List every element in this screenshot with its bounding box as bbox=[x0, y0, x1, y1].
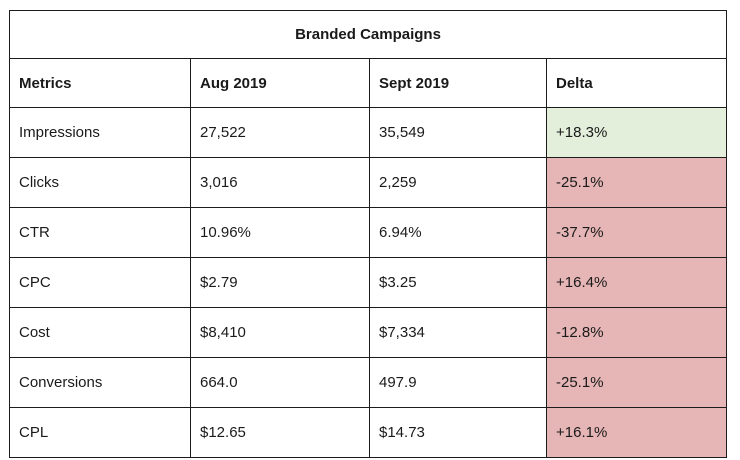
delta-cell: +18.3% bbox=[546, 107, 727, 158]
sept-value-cell: 2,259 bbox=[369, 157, 547, 208]
table-row: Clicks 3,016 2,259 -25.1% bbox=[9, 157, 727, 208]
sept-value-cell: $14.73 bbox=[369, 407, 547, 458]
delta-cell: +16.4% bbox=[546, 257, 727, 308]
sept-value-cell: $3.25 bbox=[369, 257, 547, 308]
title-row: Branded Campaigns bbox=[9, 10, 727, 59]
header-row: Metrics Aug 2019 Sept 2019 Delta bbox=[9, 58, 727, 108]
header-aug-2019: Aug 2019 bbox=[190, 58, 370, 108]
aug-value-cell: $12.65 bbox=[190, 407, 370, 458]
header-delta: Delta bbox=[546, 58, 727, 108]
table-row: Impressions 27,522 35,549 +18.3% bbox=[9, 107, 727, 158]
metric-cell: CTR bbox=[9, 207, 191, 258]
delta-cell: -12.8% bbox=[546, 307, 727, 358]
table-row: CPC $2.79 $3.25 +16.4% bbox=[9, 257, 727, 308]
table-row: CPL $12.65 $14.73 +16.1% bbox=[9, 407, 727, 458]
header-metrics: Metrics bbox=[9, 58, 191, 108]
table-title: Branded Campaigns bbox=[9, 10, 727, 59]
aug-value-cell: $2.79 bbox=[190, 257, 370, 308]
metric-cell: CPL bbox=[9, 407, 191, 458]
metric-cell: Conversions bbox=[9, 357, 191, 408]
delta-cell: +16.1% bbox=[546, 407, 727, 458]
aug-value-cell: 10.96% bbox=[190, 207, 370, 258]
metric-cell: CPC bbox=[9, 257, 191, 308]
aug-value-cell: $8,410 bbox=[190, 307, 370, 358]
sept-value-cell: $7,334 bbox=[369, 307, 547, 358]
table-row: Conversions 664.0 497.9 -25.1% bbox=[9, 357, 727, 408]
metric-cell: Clicks bbox=[9, 157, 191, 208]
delta-cell: -37.7% bbox=[546, 207, 727, 258]
sept-value-cell: 497.9 bbox=[369, 357, 547, 408]
branded-campaigns-table: Branded Campaigns Metrics Aug 2019 Sept … bbox=[9, 10, 727, 458]
table-row: Cost $8,410 $7,334 -12.8% bbox=[9, 307, 727, 358]
header-sept-2019: Sept 2019 bbox=[369, 58, 547, 108]
aug-value-cell: 3,016 bbox=[190, 157, 370, 208]
aug-value-cell: 27,522 bbox=[190, 107, 370, 158]
table-row: CTR 10.96% 6.94% -37.7% bbox=[9, 207, 727, 258]
delta-cell: -25.1% bbox=[546, 157, 727, 208]
sept-value-cell: 6.94% bbox=[369, 207, 547, 258]
delta-cell: -25.1% bbox=[546, 357, 727, 408]
metric-cell: Cost bbox=[9, 307, 191, 358]
metric-cell: Impressions bbox=[9, 107, 191, 158]
sept-value-cell: 35,549 bbox=[369, 107, 547, 158]
aug-value-cell: 664.0 bbox=[190, 357, 370, 408]
